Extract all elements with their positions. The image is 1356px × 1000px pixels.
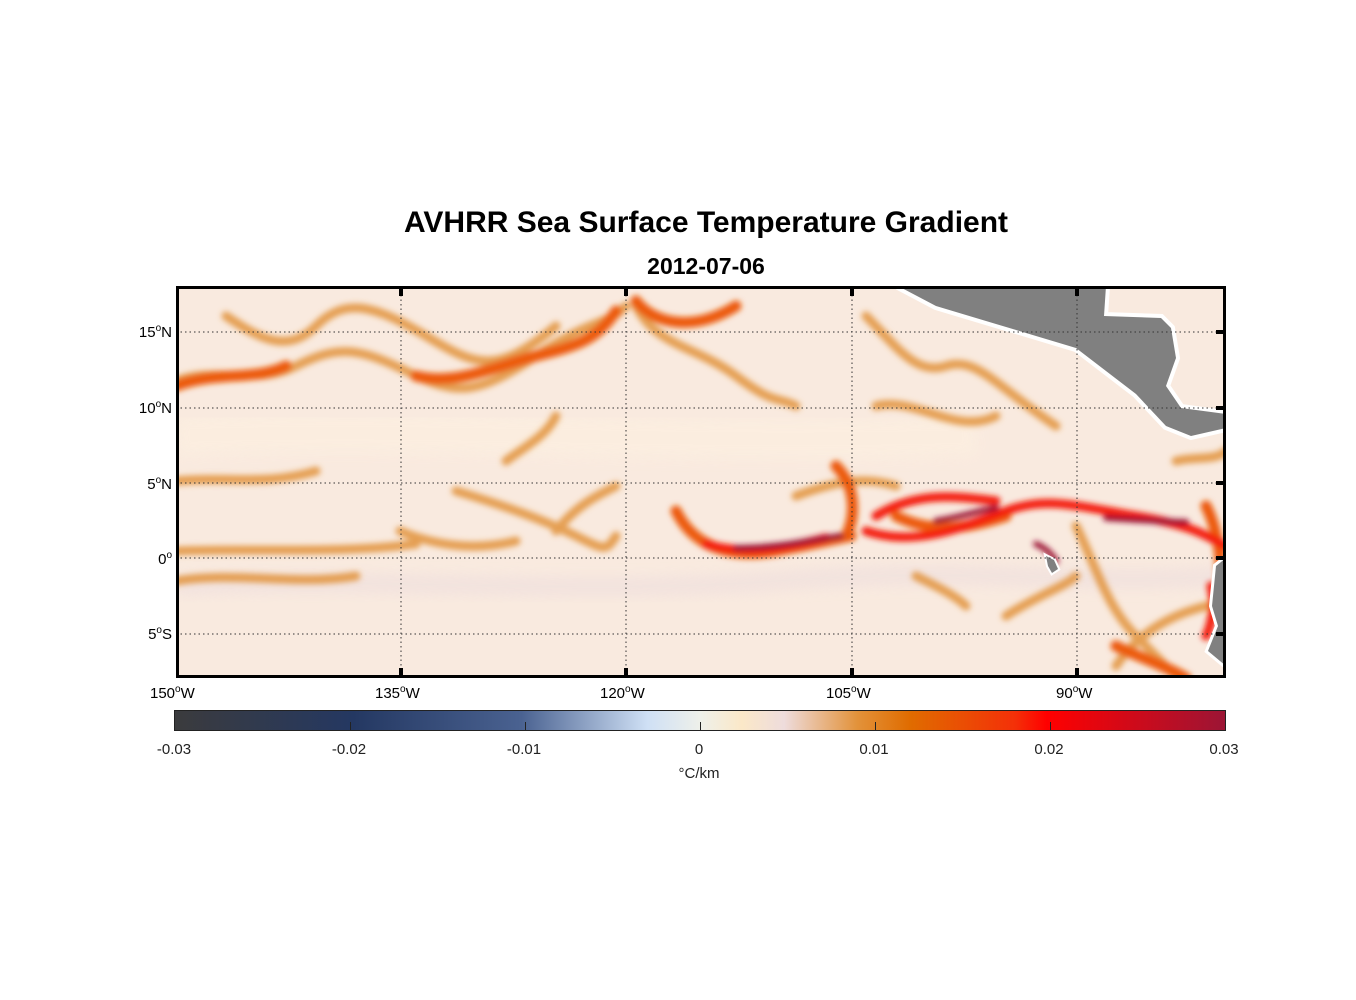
lon-deg: 105 [826, 685, 852, 702]
colorbar-units-label: °C/km [678, 765, 720, 782]
lat-hem: N [161, 324, 172, 341]
weak-gradient-texture [176, 413, 1226, 597]
lat-deg: 5 [148, 626, 157, 643]
lat-label-15n: 15oN [138, 323, 172, 341]
colorbar-tick-label: 0 [694, 741, 704, 758]
lon-label-120w: 120oW [600, 684, 645, 702]
front-lines [176, 295, 1226, 678]
colorbar-tick-label: 0.01 [859, 741, 889, 758]
lon-hem: W [1078, 685, 1093, 702]
lon-deg: 90 [1056, 685, 1073, 702]
colorbar-tick [525, 722, 526, 730]
lat-label-5s: 5oS [148, 625, 172, 643]
lon-hem: W [856, 685, 871, 702]
lon-hem: W [180, 685, 195, 702]
colorbar-tick [1050, 722, 1051, 730]
colorbar-tick [700, 722, 701, 730]
figure-title: AVHRR Sea Surface Temperature Gradient [403, 206, 1009, 239]
lat-deg: 0 [158, 551, 167, 568]
colorbar-tick-label: 0.03 [1209, 741, 1239, 758]
lat-deg: 15 [138, 324, 156, 341]
colorbar-tick-label: -0.02 [331, 741, 367, 758]
lon-hem: W [630, 685, 645, 702]
south-america-land [1204, 554, 1226, 670]
lat-deg: 5 [147, 476, 156, 493]
lon-deg: 135 [375, 685, 401, 702]
figure-subtitle: 2012-07-06 [647, 253, 765, 279]
colorbar-tick-label: -0.01 [506, 741, 542, 758]
lon-hem: W [405, 685, 420, 702]
lon-deg: 150 [150, 685, 176, 702]
galapagos-island [1043, 552, 1061, 576]
lat-hem: N [161, 400, 172, 417]
lon-label-90w: 90oW [1056, 684, 1093, 702]
colorbar [174, 710, 1226, 731]
land [896, 286, 1226, 670]
map-frame [176, 286, 1226, 678]
central-america-land [896, 286, 1226, 441]
lat-label-5n: 5oN [147, 475, 172, 493]
colorbar-tick [350, 722, 351, 730]
lat-hem: N [161, 476, 172, 493]
lon-label-105w: 105oW [826, 684, 871, 702]
sst-gradient-map [176, 286, 1226, 678]
colorbar-tick-label: 0.02 [1034, 741, 1064, 758]
lon-deg: 120 [600, 685, 626, 702]
lat-label-0: 0o [158, 550, 172, 568]
lon-label-135w: 135oW [375, 684, 420, 702]
lat-label-10n: 10oN [138, 399, 172, 417]
lat-deg: 10 [138, 400, 156, 417]
lat-hem: S [161, 626, 172, 643]
lon-label-150w: 150oW [150, 684, 195, 702]
colorbar-tick-label: -0.03 [156, 741, 192, 758]
colorbar-tick [875, 722, 876, 730]
